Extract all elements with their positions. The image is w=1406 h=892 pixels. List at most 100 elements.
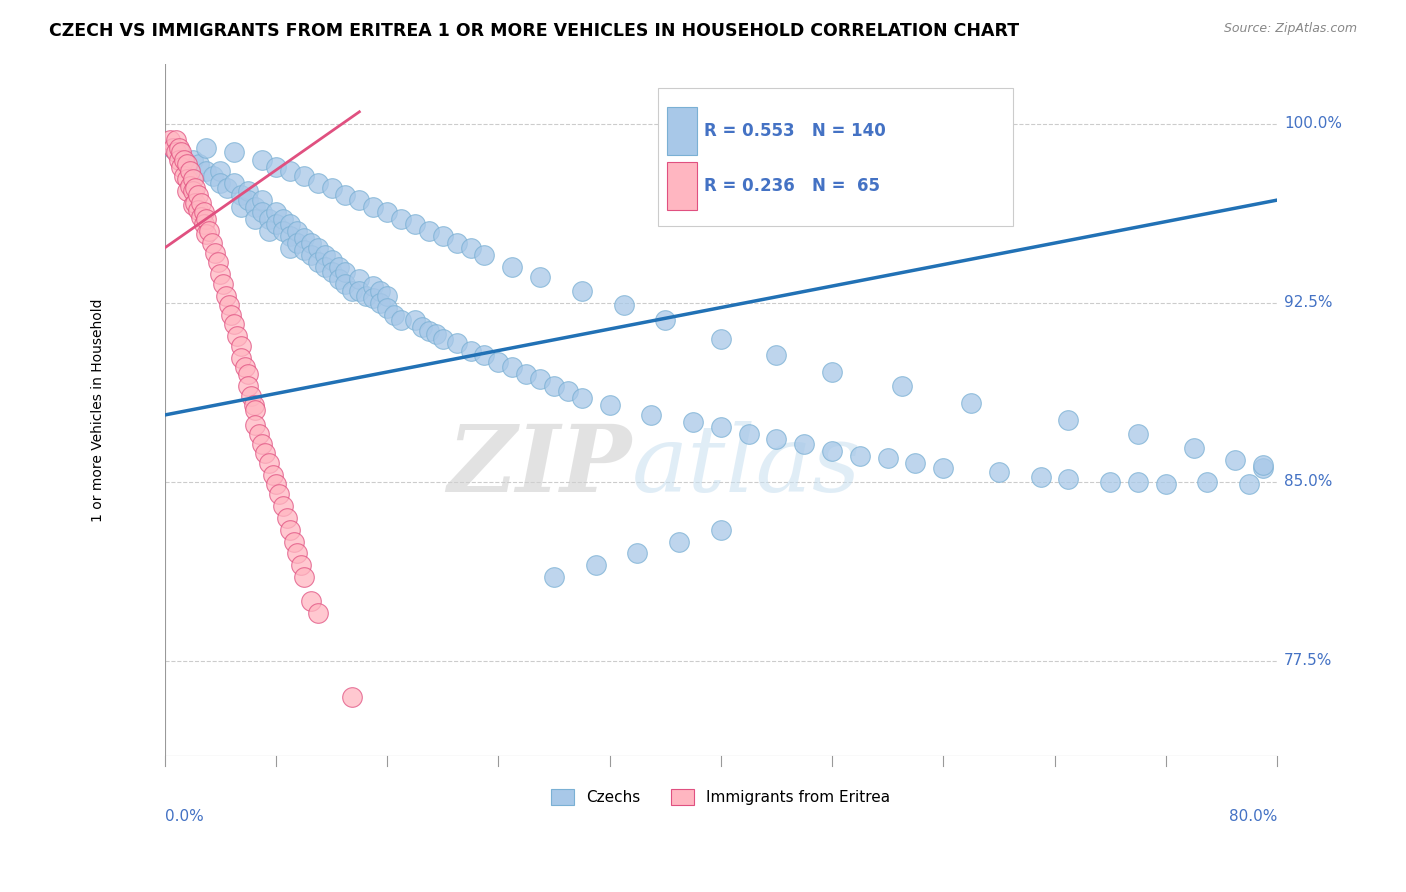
Point bbox=[960, 396, 983, 410]
Point bbox=[515, 368, 537, 382]
Point bbox=[1057, 413, 1080, 427]
Point bbox=[821, 365, 844, 379]
Point bbox=[1251, 460, 1274, 475]
Point bbox=[389, 212, 412, 227]
Point bbox=[1126, 475, 1149, 489]
Point bbox=[501, 260, 523, 274]
Point bbox=[285, 236, 308, 251]
Point bbox=[236, 368, 259, 382]
Point bbox=[167, 153, 190, 167]
Point bbox=[204, 245, 226, 260]
Point bbox=[890, 379, 912, 393]
Point bbox=[987, 465, 1010, 479]
Point bbox=[1225, 453, 1247, 467]
Point bbox=[173, 169, 195, 184]
Text: 80.0%: 80.0% bbox=[1229, 809, 1277, 824]
Point bbox=[209, 177, 232, 191]
Text: 77.5%: 77.5% bbox=[1284, 653, 1333, 668]
Point bbox=[1182, 442, 1205, 456]
Point bbox=[1099, 475, 1122, 489]
Point bbox=[271, 212, 294, 227]
Point bbox=[356, 288, 378, 302]
Point bbox=[159, 133, 181, 147]
Point bbox=[557, 384, 579, 398]
Point bbox=[247, 427, 270, 442]
Point bbox=[292, 231, 315, 245]
Point bbox=[184, 181, 207, 195]
Point bbox=[307, 177, 329, 191]
Point bbox=[231, 351, 253, 365]
Point bbox=[299, 594, 322, 608]
Point bbox=[267, 487, 290, 501]
Point bbox=[176, 171, 198, 186]
Point bbox=[710, 523, 733, 537]
Point bbox=[243, 417, 266, 432]
Point bbox=[314, 248, 336, 262]
Point bbox=[188, 157, 211, 171]
Point bbox=[283, 534, 305, 549]
Point bbox=[215, 288, 238, 302]
Point bbox=[375, 205, 398, 219]
Point bbox=[181, 171, 204, 186]
Text: 0.0%: 0.0% bbox=[165, 809, 204, 824]
Point bbox=[529, 269, 551, 284]
Point bbox=[668, 534, 690, 549]
Point bbox=[793, 436, 815, 450]
Point bbox=[181, 184, 204, 198]
Point bbox=[446, 236, 468, 251]
Point bbox=[285, 546, 308, 560]
Point bbox=[162, 140, 184, 154]
Point bbox=[243, 212, 266, 227]
Point bbox=[321, 181, 343, 195]
Point bbox=[474, 248, 496, 262]
Point bbox=[1057, 472, 1080, 486]
Point bbox=[193, 217, 215, 231]
Point bbox=[474, 348, 496, 362]
Point bbox=[328, 272, 350, 286]
Point bbox=[271, 224, 294, 238]
Point bbox=[250, 436, 273, 450]
Point bbox=[710, 420, 733, 434]
Point bbox=[932, 460, 955, 475]
Point bbox=[243, 200, 266, 214]
Point bbox=[173, 153, 195, 167]
Point bbox=[224, 145, 246, 160]
Point bbox=[239, 389, 262, 403]
Point bbox=[165, 145, 187, 160]
Point bbox=[278, 241, 301, 255]
Text: R = 0.553   N = 140: R = 0.553 N = 140 bbox=[704, 122, 886, 140]
Point bbox=[765, 432, 787, 446]
Point bbox=[543, 570, 565, 584]
Point bbox=[432, 229, 454, 244]
Point bbox=[242, 399, 264, 413]
Point bbox=[195, 227, 218, 241]
Text: 85.0%: 85.0% bbox=[1284, 475, 1333, 490]
Point bbox=[165, 133, 187, 147]
Point bbox=[404, 217, 426, 231]
Point bbox=[236, 193, 259, 207]
Point bbox=[243, 403, 266, 417]
Text: Source: ZipAtlas.com: Source: ZipAtlas.com bbox=[1223, 22, 1357, 36]
Point bbox=[543, 379, 565, 393]
Point bbox=[160, 140, 183, 154]
Point bbox=[198, 224, 221, 238]
Point bbox=[1197, 475, 1219, 489]
Point bbox=[209, 267, 232, 281]
Point bbox=[418, 224, 440, 238]
Text: 1 or more Vehicles in Household: 1 or more Vehicles in Household bbox=[91, 299, 105, 522]
Point bbox=[349, 284, 371, 298]
Point bbox=[257, 212, 280, 227]
FancyBboxPatch shape bbox=[658, 88, 1012, 227]
Point bbox=[849, 449, 872, 463]
Point bbox=[209, 164, 232, 178]
Point bbox=[278, 229, 301, 244]
Point bbox=[460, 343, 482, 358]
Point bbox=[737, 427, 759, 442]
Point bbox=[375, 301, 398, 315]
Point bbox=[314, 260, 336, 274]
Point bbox=[342, 690, 364, 704]
Point bbox=[765, 348, 787, 362]
Point bbox=[361, 279, 384, 293]
Point bbox=[224, 318, 246, 332]
Point bbox=[1029, 470, 1052, 484]
